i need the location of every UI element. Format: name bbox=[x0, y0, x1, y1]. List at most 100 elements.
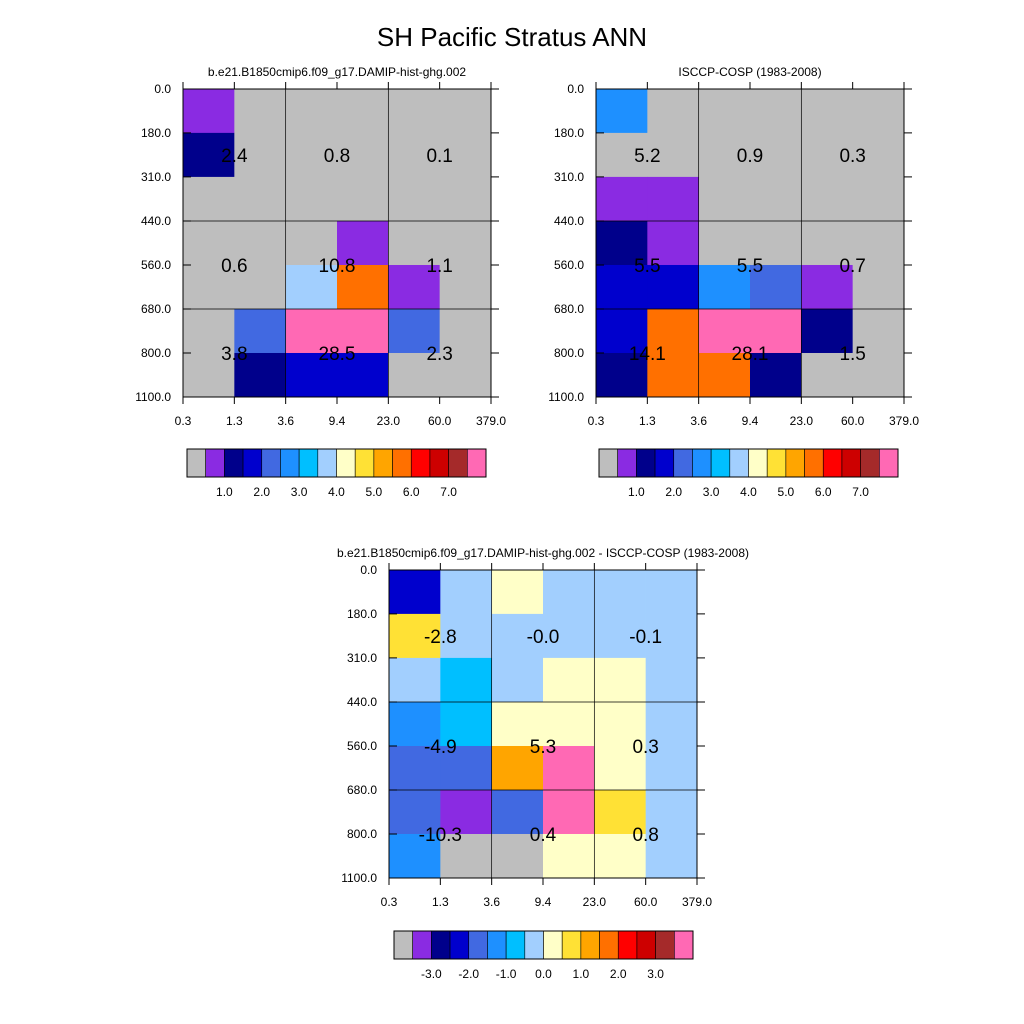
colorbar-label: 3.0 bbox=[703, 485, 720, 499]
heatmap-cell bbox=[388, 89, 440, 134]
heatmap-cell bbox=[285, 264, 338, 310]
heatmap-cell bbox=[439, 221, 492, 266]
colorbar-swatch bbox=[412, 930, 432, 960]
colorbar-swatch bbox=[655, 930, 675, 960]
x-tick-label: 1.3 bbox=[432, 895, 449, 909]
colorbar-swatch bbox=[598, 448, 618, 478]
colorbar-label: 1.0 bbox=[628, 485, 645, 499]
heatmap-cell bbox=[440, 570, 492, 615]
colorbar-swatch bbox=[242, 448, 263, 478]
colorbar-label: 0.0 bbox=[535, 967, 552, 981]
panel-3: b.e21.B1850cmip6.f09_g17.DAMIP-hist-ghg.… bbox=[337, 546, 749, 981]
box-value-label: 0.3 bbox=[632, 737, 658, 758]
heatmap-cell bbox=[439, 352, 492, 398]
x-tick-label: 9.4 bbox=[329, 414, 346, 428]
heatmap-cell bbox=[337, 221, 389, 266]
box-value-label: 5.5 bbox=[737, 256, 763, 277]
heatmap-cell bbox=[698, 309, 751, 354]
y-tick-label: 560.0 bbox=[141, 258, 171, 272]
heatmap-cell bbox=[801, 89, 853, 134]
heatmap-cell bbox=[183, 89, 235, 134]
heatmap-cell bbox=[389, 657, 441, 703]
heatmap-cell bbox=[337, 309, 389, 354]
heatmap-cell bbox=[645, 702, 698, 747]
heatmap-cell bbox=[388, 352, 440, 398]
heatmap-cell bbox=[647, 221, 699, 266]
colorbar-label: 3.0 bbox=[647, 967, 664, 981]
box-value-label: 3.8 bbox=[221, 344, 247, 365]
heatmap-cell bbox=[750, 132, 802, 178]
heatmap-cell bbox=[801, 132, 853, 178]
heatmap-cell bbox=[439, 176, 492, 222]
heatmap-cell bbox=[750, 221, 802, 266]
heatmap-cell bbox=[801, 221, 853, 266]
panel-title: b.e21.B1850cmip6.f09_g17.DAMIP-hist-ghg.… bbox=[208, 65, 466, 79]
colorbar-swatch bbox=[766, 448, 787, 478]
colorbar-swatch bbox=[822, 448, 843, 478]
heatmap-cell bbox=[594, 570, 646, 615]
heatmap-cell bbox=[285, 221, 338, 266]
x-tick-label: 0.3 bbox=[588, 414, 605, 428]
heatmap-cell bbox=[750, 352, 802, 398]
heatmap-cell bbox=[647, 352, 699, 398]
y-tick-label: 180.0 bbox=[554, 126, 584, 140]
heatmap-cell bbox=[491, 613, 544, 659]
colorbar-label: 2.0 bbox=[253, 485, 270, 499]
heatmap-cell bbox=[852, 221, 905, 266]
box-value-label: 0.8 bbox=[632, 825, 658, 846]
heatmap-cell bbox=[337, 176, 389, 222]
colorbar-swatch bbox=[580, 930, 600, 960]
box-value-label: 10.8 bbox=[319, 256, 356, 277]
colorbar-swatch bbox=[860, 448, 880, 478]
box-value-label: 14.1 bbox=[629, 344, 666, 365]
y-tick-label: 180.0 bbox=[141, 126, 171, 140]
panel-2: ISCCP-COSP (1983-2008) 0.0 180.0 310.0 440.0… bbox=[548, 65, 919, 499]
heatmap-cell bbox=[389, 570, 441, 615]
x-tick-label: 379.0 bbox=[476, 414, 506, 428]
box-value-label: 5.2 bbox=[634, 146, 660, 167]
panel-1: b.e21.B1850cmip6.f09_g17.DAMIP-hist-ghg.… bbox=[135, 65, 506, 499]
heatmap-cell bbox=[698, 264, 751, 310]
box-value-label: 0.8 bbox=[324, 146, 350, 167]
colorbar-swatch bbox=[487, 930, 507, 960]
colorbar-label: 6.0 bbox=[403, 485, 420, 499]
box-value-label: 1.1 bbox=[426, 256, 452, 277]
y-tick-label: 680.0 bbox=[554, 302, 584, 316]
colorbar-label: 5.0 bbox=[778, 485, 795, 499]
y-tick-label: 0.0 bbox=[360, 563, 377, 577]
colorbar-swatch bbox=[673, 448, 693, 478]
heatmap-cell bbox=[645, 570, 698, 615]
x-tick-label: 3.6 bbox=[690, 414, 707, 428]
x-tick-label: 1.3 bbox=[639, 414, 656, 428]
heatmap-cell bbox=[801, 309, 853, 354]
heatmap-cell bbox=[440, 833, 492, 879]
box-value-label: 28.5 bbox=[319, 344, 356, 365]
heatmap-cell bbox=[337, 89, 389, 134]
heatmap-cell bbox=[439, 132, 492, 178]
heatmap-cell bbox=[698, 221, 751, 266]
heatmap-cell bbox=[750, 176, 802, 222]
x-tick-label: 9.4 bbox=[535, 895, 552, 909]
heatmap-cell bbox=[440, 745, 492, 791]
heatmap-cell bbox=[439, 89, 492, 134]
colorbar-swatch bbox=[785, 448, 805, 478]
box-value-label: 5.3 bbox=[530, 737, 556, 758]
heatmap-cell bbox=[285, 352, 338, 398]
heatmap-cell bbox=[596, 264, 648, 310]
box-value-label: 1.5 bbox=[839, 344, 865, 365]
box-value-label: 0.1 bbox=[426, 146, 452, 167]
y-tick-label: 560.0 bbox=[347, 739, 377, 753]
colorbar-swatch bbox=[710, 448, 731, 478]
colorbar-swatch bbox=[373, 448, 393, 478]
heatmap-cell bbox=[852, 352, 905, 398]
y-tick-label: 1100.0 bbox=[548, 390, 584, 404]
heatmap-cell bbox=[337, 352, 389, 398]
y-tick-label: 440.0 bbox=[141, 214, 171, 228]
y-tick-label: 440.0 bbox=[554, 214, 584, 228]
heatmap-cell bbox=[698, 132, 751, 178]
colorbar-swatch bbox=[354, 448, 375, 478]
x-tick-label: 379.0 bbox=[682, 895, 712, 909]
colorbar-swatch bbox=[393, 930, 413, 960]
heatmap-cell bbox=[285, 89, 338, 134]
main-title: SH Pacific Stratus ANN bbox=[377, 22, 647, 52]
